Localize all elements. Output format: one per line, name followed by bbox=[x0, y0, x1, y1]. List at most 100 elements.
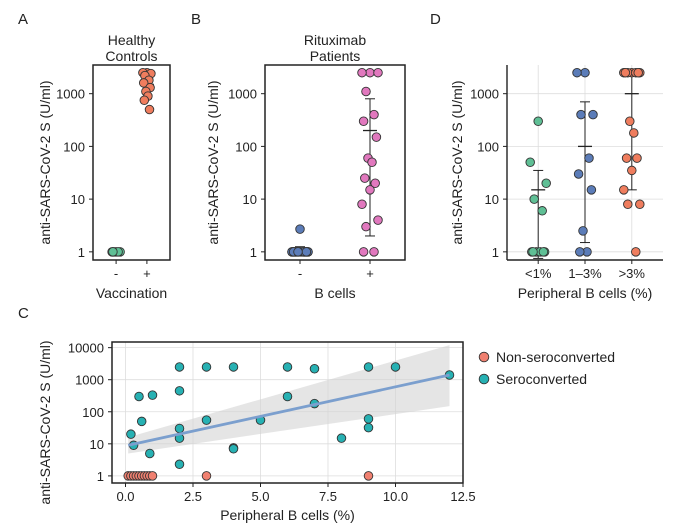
y-tick-label: 1 bbox=[492, 245, 499, 260]
data-point bbox=[620, 67, 631, 78]
y-tick-label: 1 bbox=[250, 245, 257, 260]
legend-label: Seroconverted bbox=[496, 371, 587, 387]
panel-title-line-2: Controls bbox=[105, 48, 157, 64]
data-point bbox=[363, 414, 374, 424]
x-axis-title: Vaccination bbox=[96, 285, 167, 301]
x-tick-label: - bbox=[298, 266, 302, 281]
data-point bbox=[573, 169, 584, 179]
data-point bbox=[108, 247, 118, 257]
data-point bbox=[174, 423, 185, 434]
data-point bbox=[365, 67, 375, 78]
data-point bbox=[357, 67, 367, 78]
data-point bbox=[365, 185, 375, 195]
y-tick-label: 100 bbox=[82, 405, 104, 420]
data-point bbox=[580, 67, 590, 78]
data-point bbox=[363, 422, 374, 433]
data-point bbox=[295, 224, 305, 234]
data-point bbox=[301, 247, 312, 257]
data-point bbox=[126, 429, 136, 439]
x-tick-label: - bbox=[114, 266, 118, 281]
y-tick-label: 10 bbox=[243, 192, 257, 207]
data-point bbox=[361, 221, 371, 232]
data-point bbox=[632, 153, 642, 163]
panel-label-b: B bbox=[191, 11, 201, 28]
data-point bbox=[625, 116, 635, 126]
x-axis-title: Peripheral B cells (%) bbox=[220, 507, 355, 523]
data-point bbox=[174, 386, 185, 396]
x-tick-label: 7.5 bbox=[319, 489, 337, 504]
data-point bbox=[578, 226, 588, 236]
x-tick-label: + bbox=[366, 266, 374, 281]
data-point bbox=[572, 67, 582, 78]
data-point bbox=[371, 132, 382, 142]
x-axis-title: B cells bbox=[314, 285, 355, 301]
data-point bbox=[282, 362, 293, 372]
panel-title-line-2: Patients bbox=[310, 48, 361, 64]
data-point bbox=[293, 247, 303, 257]
data-point bbox=[633, 67, 643, 78]
y-tick-label: 10 bbox=[90, 437, 104, 452]
x-tick-label: 0.0 bbox=[116, 489, 134, 504]
legend-swatch bbox=[478, 351, 490, 363]
x-tick-label: 2.5 bbox=[184, 489, 202, 504]
data-point bbox=[336, 433, 347, 443]
panel-label-c: C bbox=[18, 305, 29, 322]
panel-label-d: D bbox=[430, 11, 441, 28]
y-tick-label: 100 bbox=[235, 139, 257, 154]
regression-line bbox=[127, 373, 450, 447]
data-point bbox=[144, 104, 155, 115]
legend-swatch bbox=[478, 373, 490, 385]
data-point bbox=[538, 247, 549, 257]
data-point bbox=[147, 390, 158, 400]
data-point bbox=[136, 416, 147, 427]
x-tick-label: 1–3% bbox=[568, 266, 602, 281]
data-point bbox=[541, 178, 551, 188]
y-tick-label: 10 bbox=[71, 192, 85, 207]
y-axis-title: anti-SARS-CoV-2 S (U/ml) bbox=[205, 80, 221, 244]
panel-title-line-1: Healthy bbox=[108, 32, 155, 48]
x-tick-label: <1% bbox=[525, 266, 552, 281]
data-point bbox=[358, 116, 369, 126]
y-tick-label: 10000 bbox=[68, 341, 104, 356]
data-point bbox=[134, 391, 144, 402]
data-point bbox=[174, 362, 185, 372]
plot-frame bbox=[92, 64, 171, 261]
data-point bbox=[201, 471, 212, 481]
data-point bbox=[139, 95, 150, 106]
plot-frame bbox=[111, 341, 464, 484]
y-axis-title: anti-SARS-CoV-2 S (U/ml) bbox=[449, 80, 465, 244]
data-point bbox=[357, 199, 367, 209]
data-point bbox=[201, 362, 212, 372]
panel-title-line-1: Rituximab bbox=[304, 32, 366, 48]
data-point bbox=[525, 157, 535, 168]
data-point bbox=[373, 215, 383, 225]
y-axis-title: anti-SARS-CoV-2 S (U/ml) bbox=[37, 340, 53, 504]
data-point bbox=[358, 247, 369, 257]
data-point bbox=[533, 116, 543, 126]
x-tick-label: 10.0 bbox=[383, 489, 408, 504]
data-point bbox=[138, 78, 149, 88]
data-point bbox=[228, 444, 239, 454]
data-point bbox=[627, 165, 637, 176]
x-tick-label: 5.0 bbox=[251, 489, 269, 504]
data-point bbox=[174, 459, 185, 470]
data-point bbox=[369, 109, 379, 120]
data-point bbox=[367, 157, 377, 168]
data-point bbox=[588, 109, 598, 120]
data-point bbox=[635, 199, 645, 209]
data-point bbox=[528, 247, 538, 257]
data-point bbox=[282, 391, 293, 402]
plot-frame bbox=[264, 64, 406, 261]
y-tick-label: 10 bbox=[485, 192, 499, 207]
data-point bbox=[145, 448, 155, 459]
y-tick-label: 1000 bbox=[228, 87, 257, 102]
data-point bbox=[369, 247, 379, 257]
data-point bbox=[575, 247, 585, 257]
data-point bbox=[360, 173, 370, 183]
data-point bbox=[390, 362, 401, 372]
x-tick-label: >3% bbox=[619, 266, 646, 281]
data-point bbox=[363, 471, 374, 481]
y-tick-label: 100 bbox=[63, 139, 85, 154]
data-point bbox=[576, 109, 586, 120]
